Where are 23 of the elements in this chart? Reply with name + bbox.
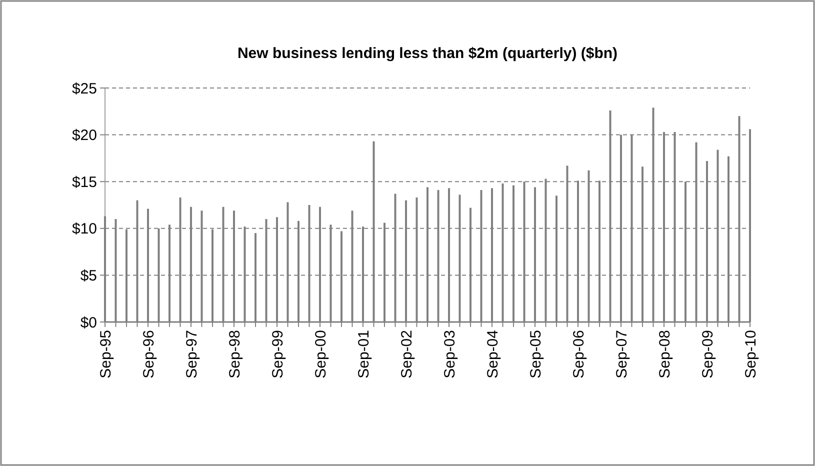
x-tick-label: Sep-00 (312, 330, 330, 378)
x-tick-label: Sep-09 (699, 330, 716, 378)
y-tick-label: $0 (80, 314, 97, 332)
x-tick-label: Sep-01 (355, 330, 372, 378)
y-tick-label: $20 (72, 127, 97, 144)
chart-title: New business lending less than $2m (quarterly) ($bn) (237, 45, 618, 62)
x-tick-label: Sep-08 (656, 330, 674, 378)
x-tick-label: Sep-99 (269, 330, 286, 378)
y-tick-label: $25 (72, 80, 97, 98)
y-tick-label: $5 (80, 267, 97, 284)
x-tick-label: Sep-06 (570, 330, 588, 378)
x-tick-label: Sep-02 (398, 330, 416, 378)
x-tick-label: Sep-10 (742, 330, 760, 378)
x-tick-label: Sep-05 (527, 330, 544, 378)
x-tick-label: Sep-96 (140, 330, 158, 378)
x-tick-label: Sep-03 (441, 330, 458, 378)
y-tick-label: $10 (72, 220, 97, 238)
x-tick-label: Sep-98 (226, 330, 244, 378)
x-tick-label: Sep-95 (97, 330, 114, 378)
y-tick-label: $15 (72, 174, 97, 191)
x-tick-label: Sep-04 (484, 330, 502, 378)
x-tick-label: Sep-97 (183, 330, 200, 378)
x-tick-label: Sep-07 (613, 330, 630, 378)
